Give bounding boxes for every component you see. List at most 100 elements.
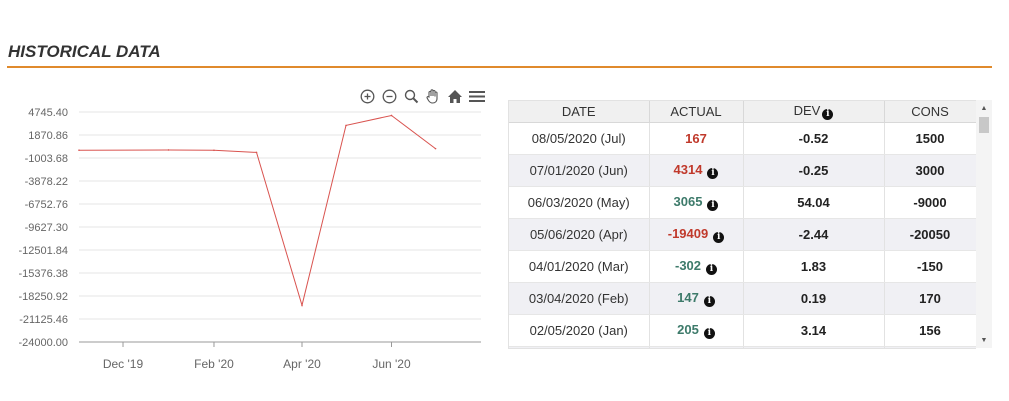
cell-dev: 54.04 bbox=[743, 186, 885, 219]
table-row[interactable]: 03/04/2020 (Feb) 147 i 0.19 170 bbox=[509, 282, 976, 315]
cell-actual-value: 3065 bbox=[673, 194, 703, 209]
cell-cons: -150 bbox=[884, 250, 976, 283]
cell-dev-value: 0.19 bbox=[800, 291, 827, 306]
cell-dev: 0.19 bbox=[743, 282, 885, 315]
info-icon[interactable]: i bbox=[707, 200, 719, 211]
cell-cons bbox=[884, 346, 976, 348]
cell-actual: -19409 i bbox=[649, 218, 744, 251]
cell-actual: 167 bbox=[649, 122, 744, 155]
historical-data-table: DATE ACTUAL DEV i CONS 08/05/2020 (Jul) 16… bbox=[508, 100, 976, 349]
table-row[interactable] bbox=[509, 346, 976, 348]
chart-toolbar bbox=[358, 87, 486, 105]
cell-dev: -0.25 bbox=[743, 154, 885, 187]
column-header-actual[interactable]: ACTUAL bbox=[649, 101, 744, 123]
y-axis-tick-label: -12501.84 bbox=[18, 245, 68, 257]
cell-cons-value: -20050 bbox=[909, 227, 951, 242]
column-header-cons[interactable]: CONS bbox=[884, 101, 976, 123]
cell-date: 03/04/2020 (Feb) bbox=[509, 282, 650, 315]
info-icon[interactable]: i bbox=[822, 109, 834, 120]
column-header-dev[interactable]: DEV i bbox=[743, 101, 885, 123]
cell-actual: 4314 i bbox=[649, 154, 744, 187]
zoom-out-icon[interactable] bbox=[380, 87, 398, 105]
pan-hand-icon[interactable] bbox=[424, 87, 442, 105]
cell-dev-value: -2.44 bbox=[798, 227, 829, 242]
cell-actual-value: -302 bbox=[674, 258, 702, 273]
table-row[interactable]: 06/03/2020 (May) 3065 i 54.04 -9000 bbox=[509, 186, 976, 219]
cell-date-text: 04/01/2020 (Mar) bbox=[528, 259, 629, 274]
x-axis-tick-label: Feb '20 bbox=[194, 357, 234, 371]
table-scrollbar[interactable]: ▲ ▼ bbox=[976, 100, 992, 348]
cell-date: 05/06/2020 (Apr) bbox=[509, 218, 650, 251]
cell-cons-value: 156 bbox=[919, 323, 941, 338]
table-row[interactable]: 04/01/2020 (Mar) -302 i 1.83 -150 bbox=[509, 250, 976, 283]
cell-date: 04/01/2020 (Mar) bbox=[509, 250, 650, 283]
cell-cons: 1500 bbox=[884, 122, 976, 155]
column-header-date[interactable]: DATE bbox=[509, 101, 650, 123]
info-icon[interactable]: i bbox=[703, 296, 715, 307]
data-point bbox=[167, 149, 170, 151]
cell-dev-value: 3.14 bbox=[800, 323, 827, 338]
reset-home-icon[interactable] bbox=[446, 87, 464, 105]
x-axis-tick-label: Apr '20 bbox=[283, 357, 321, 371]
y-axis-tick-label: -9627.30 bbox=[25, 222, 68, 234]
menu-icon[interactable] bbox=[468, 87, 486, 105]
cell-dev bbox=[743, 346, 885, 348]
info-icon[interactable]: i bbox=[707, 168, 719, 179]
table-header-row: DATE ACTUAL DEV i CONS bbox=[509, 101, 976, 123]
y-axis-tick-label: -15376.38 bbox=[18, 268, 68, 280]
line-chart: 4745.40 1870.86 -1003.68 -3878.22 -6752.76 -9… bbox=[0, 80, 495, 380]
scrollbar-thumb[interactable] bbox=[979, 117, 989, 133]
info-icon[interactable]: i bbox=[706, 264, 718, 275]
cell-dev-value: -0.25 bbox=[798, 163, 829, 178]
data-point bbox=[390, 114, 393, 117]
x-axis-tick-label: Jun '20 bbox=[372, 357, 411, 371]
cell-cons-value: 3000 bbox=[915, 163, 945, 178]
column-header-actual-label: ACTUAL bbox=[670, 104, 722, 119]
cell-actual-value: 205 bbox=[677, 322, 699, 337]
y-axis-tick-label: -18250.92 bbox=[18, 291, 68, 303]
zoom-in-icon[interactable] bbox=[358, 87, 376, 105]
cell-cons: 170 bbox=[884, 282, 976, 315]
cell-date-text: 06/03/2020 (May) bbox=[527, 195, 630, 210]
selection-zoom-icon[interactable] bbox=[402, 87, 420, 105]
y-axis-tick-label: -24000.00 bbox=[18, 337, 68, 349]
cell-dev: -0.52 bbox=[743, 122, 885, 155]
section-title: HISTORICAL DATA bbox=[8, 42, 161, 61]
title-rule bbox=[7, 66, 992, 68]
y-axis-tick-label: -3878.22 bbox=[25, 176, 68, 188]
cell-date-text: 08/05/2020 (Jul) bbox=[531, 131, 626, 146]
cell-cons-value: 170 bbox=[919, 291, 941, 306]
cell-actual bbox=[649, 346, 744, 348]
column-header-date-label: DATE bbox=[561, 104, 596, 119]
cell-date: 08/05/2020 (Jul) bbox=[509, 122, 650, 155]
y-axis-tick-label: 4745.40 bbox=[28, 107, 68, 119]
data-point bbox=[213, 149, 215, 152]
cell-dev: -2.44 bbox=[743, 218, 885, 251]
cell-date-text: 03/04/2020 (Feb) bbox=[528, 291, 629, 306]
x-axis-tick-label: Dec '19 bbox=[103, 357, 144, 371]
cell-dev-value: 54.04 bbox=[797, 195, 830, 210]
y-axis-tick-label: -6752.76 bbox=[25, 199, 68, 211]
info-icon[interactable]: i bbox=[703, 328, 715, 339]
scroll-down-arrow-icon[interactable]: ▼ bbox=[980, 337, 988, 344]
data-point bbox=[78, 149, 80, 151]
data-point bbox=[255, 151, 258, 154]
table-row[interactable]: 07/01/2020 (Jun) 4314 i -0.25 3000 bbox=[509, 154, 976, 187]
cell-cons: -9000 bbox=[884, 186, 976, 219]
table-row[interactable]: 05/06/2020 (Apr) -19409 i -2.44 -20050 bbox=[509, 218, 976, 251]
column-header-cons-label: CONS bbox=[911, 104, 949, 119]
cell-date: 06/03/2020 (May) bbox=[509, 186, 650, 219]
cell-actual: 147 i bbox=[649, 282, 744, 315]
cell-date-text: 07/01/2020 (Jun) bbox=[529, 163, 628, 178]
table-row[interactable]: 08/05/2020 (Jul) 167 -0.52 1500 bbox=[509, 122, 976, 155]
table-row[interactable]: 02/05/2020 (Jan) 205 i 3.14 156 bbox=[509, 314, 976, 347]
cell-dev-value: 1.83 bbox=[800, 259, 827, 274]
cell-dev: 1.83 bbox=[743, 250, 885, 283]
y-axis-tick-label: 1870.86 bbox=[28, 130, 68, 142]
cell-cons: 3000 bbox=[884, 154, 976, 187]
cell-cons: 156 bbox=[884, 314, 976, 347]
cell-cons-value: -150 bbox=[916, 259, 944, 274]
info-icon[interactable]: i bbox=[713, 232, 725, 243]
scroll-up-arrow-icon[interactable]: ▲ bbox=[980, 105, 988, 112]
data-point bbox=[345, 124, 347, 127]
